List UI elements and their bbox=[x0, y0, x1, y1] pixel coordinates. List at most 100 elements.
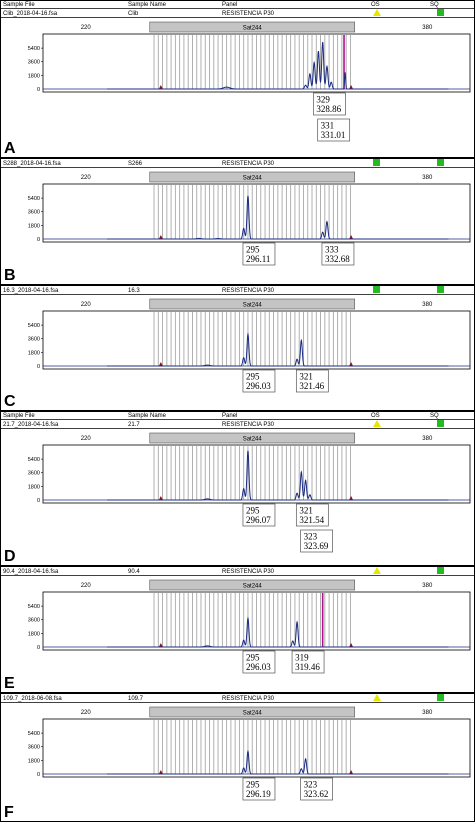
x-tick-label: 220 bbox=[81, 583, 92, 589]
x-tick-label: 220 bbox=[81, 175, 92, 181]
y-tick-label: 1800 bbox=[28, 223, 40, 229]
x-tick-label: 380 bbox=[422, 175, 433, 181]
size-standard-marker bbox=[349, 496, 354, 500]
sq-status-icon bbox=[437, 159, 444, 166]
locus-name: Sat244 bbox=[243, 437, 263, 443]
allele-label: 295 bbox=[246, 506, 260, 516]
col-label-sample-name: Sample Name bbox=[128, 2, 167, 8]
y-tick-label: 0 bbox=[37, 87, 40, 93]
allele-label: 333 bbox=[325, 245, 339, 255]
sq-status-icon bbox=[437, 9, 444, 16]
panel-letter: F bbox=[4, 804, 14, 821]
sample-file-name: 21.7_2018-04-16.fsa bbox=[3, 422, 59, 428]
electropherogram-e: 90.4_2018-04-16.fsa 90.4 RESISTENCIA P30 22… bbox=[0, 566, 475, 693]
x-tick-label: 380 bbox=[422, 302, 433, 308]
allele-size: 332.68 bbox=[325, 254, 350, 264]
allele-label: 319 bbox=[295, 653, 309, 663]
panel-b: S288_2018-04-16.fsa S266 RESISTENCIA P30 22… bbox=[0, 158, 475, 285]
locus-bar bbox=[149, 21, 356, 33]
allele-size: 296.07 bbox=[246, 515, 271, 525]
locus-name: Sat244 bbox=[243, 26, 263, 32]
y-tick-label: 5400 bbox=[28, 323, 40, 329]
allele-label: 295 bbox=[246, 372, 260, 382]
allele-bins bbox=[153, 185, 351, 239]
allele-bins bbox=[153, 446, 351, 500]
trace-line bbox=[107, 41, 449, 90]
x-tick-label: 380 bbox=[422, 436, 433, 442]
y-tick-label: 3600 bbox=[28, 337, 40, 343]
sample-name: S266 bbox=[128, 161, 143, 167]
y-tick-label: 3600 bbox=[28, 745, 40, 751]
sample-name: 109.7 bbox=[128, 696, 144, 702]
locus-name: Sat244 bbox=[243, 584, 263, 590]
y-tick-label: 0 bbox=[37, 645, 40, 651]
x-tick-label: 220 bbox=[81, 302, 92, 308]
allele-size: 323.69 bbox=[304, 541, 329, 551]
col-label-panel: Panel bbox=[222, 2, 237, 8]
trace-line bbox=[107, 749, 449, 775]
col-label-os: OS bbox=[371, 2, 380, 8]
sample-name: Clib bbox=[128, 11, 139, 17]
y-tick-label: 1800 bbox=[28, 73, 40, 79]
y-tick-label: 3600 bbox=[28, 618, 40, 624]
os-status-icon bbox=[373, 286, 380, 293]
col-label-sample-file: Sample File bbox=[3, 413, 35, 419]
trace-line bbox=[107, 332, 449, 367]
y-tick-label: 5400 bbox=[28, 46, 40, 52]
size-standard-marker bbox=[158, 85, 163, 89]
locus-name: Sat244 bbox=[243, 176, 263, 182]
size-standard-marker bbox=[158, 496, 163, 500]
panel-name: RESISTENCIA P30 bbox=[222, 569, 275, 575]
panel-name: RESISTENCIA P30 bbox=[222, 161, 275, 167]
panel-letter: E bbox=[4, 675, 15, 692]
trace-line bbox=[107, 450, 449, 501]
allele-label: 295 bbox=[246, 245, 260, 255]
allele-size: 328.86 bbox=[316, 104, 341, 114]
allele-size: 296.19 bbox=[246, 789, 271, 799]
sq-status-icon bbox=[437, 420, 444, 427]
panel-name: RESISTENCIA P30 bbox=[222, 696, 275, 702]
allele-label: 323 bbox=[304, 780, 318, 790]
x-tick-label: 220 bbox=[81, 710, 92, 716]
os-status-icon bbox=[373, 9, 381, 16]
size-standard-marker bbox=[158, 643, 163, 647]
locus-bar bbox=[149, 706, 356, 718]
allele-bins bbox=[153, 35, 351, 89]
locus-bar bbox=[149, 298, 356, 310]
y-tick-label: 0 bbox=[37, 498, 40, 504]
size-standard-marker bbox=[158, 235, 163, 239]
locus-bar bbox=[149, 171, 356, 183]
x-tick-label: 380 bbox=[422, 583, 433, 589]
y-tick-label: 1800 bbox=[28, 350, 40, 356]
y-tick-label: 5400 bbox=[28, 604, 40, 610]
panel-letter: D bbox=[4, 548, 16, 565]
col-label-sample-file: Sample File bbox=[3, 2, 35, 8]
panel-letter: C bbox=[4, 393, 16, 410]
locus-name: Sat244 bbox=[243, 303, 263, 309]
allele-label: 295 bbox=[246, 653, 260, 663]
allele-size: 331.01 bbox=[321, 130, 346, 140]
os-status-icon bbox=[373, 159, 380, 166]
size-standard-marker bbox=[349, 235, 354, 239]
x-tick-label: 220 bbox=[81, 25, 92, 31]
panel-name: RESISTENCIA P30 bbox=[222, 11, 275, 17]
size-standard-marker bbox=[349, 362, 354, 366]
col-label-panel: Panel bbox=[222, 413, 237, 419]
sample-name: 90.4 bbox=[128, 569, 140, 575]
y-tick-label: 0 bbox=[37, 364, 40, 370]
panel-f: 109.7_2018-06-08.fsa 109.7 RESISTENCIA P30… bbox=[0, 693, 475, 822]
allele-size: 296.03 bbox=[246, 662, 271, 672]
sample-file-name: 90.4_2018-04-16.fsa bbox=[3, 569, 59, 575]
trace-line bbox=[107, 195, 449, 240]
electropherogram-a: Sample File Sample Name Panel OS SQ Clib_2018… bbox=[0, 0, 475, 158]
panel-name: RESISTENCIA P30 bbox=[222, 288, 275, 294]
y-tick-label: 5400 bbox=[28, 457, 40, 463]
allele-size: 323.62 bbox=[304, 789, 329, 799]
size-standard-marker bbox=[158, 362, 163, 366]
electropherogram-c: 16.3_2018-04-16.fsa 16.3 RESISTENCIA P30 22… bbox=[0, 285, 475, 411]
